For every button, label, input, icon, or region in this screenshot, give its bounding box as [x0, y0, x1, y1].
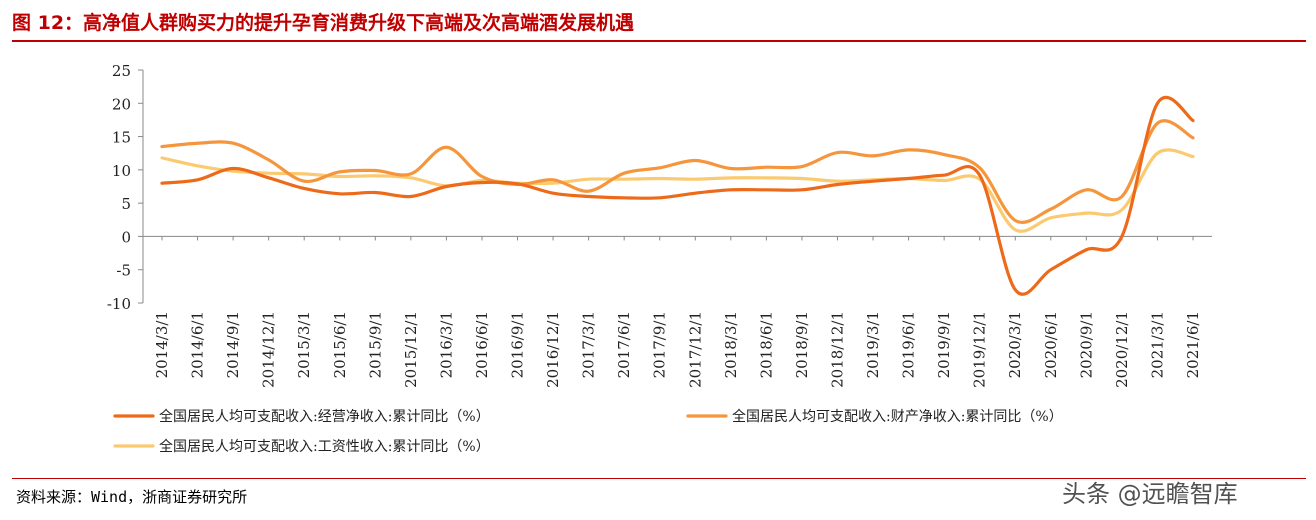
- x-tick-label: 2020/12/1: [1113, 311, 1131, 388]
- x-tick-label: 2016/9/1: [509, 311, 527, 378]
- series-line-3: [160, 148, 1195, 233]
- y-tick-label: 0: [121, 228, 131, 246]
- x-tick-label: 2015/6/1: [331, 311, 349, 378]
- y-tick-label: 10: [112, 162, 131, 180]
- title-divider: [12, 40, 1306, 42]
- y-tick-label: -10: [107, 295, 131, 313]
- x-tick-label: 2016/6/1: [473, 311, 491, 378]
- x-tick-label: 2018/6/1: [757, 311, 775, 378]
- footer-divider: [12, 478, 1306, 479]
- x-tick-label: 2020/6/1: [1042, 311, 1060, 378]
- x-tick-label: 2016/3/1: [437, 311, 455, 378]
- x-tick-label: 2014/9/1: [224, 311, 242, 378]
- source-note: 资料来源：Wind，浙商证券研究所: [16, 488, 248, 506]
- x-tick-label: 2017/9/1: [651, 311, 669, 378]
- y-tick-label: 15: [112, 129, 131, 147]
- y-tick-label: 20: [112, 95, 131, 113]
- x-tick-label: 2015/3/1: [295, 311, 313, 378]
- x-tick-label: 2020/3/1: [1006, 311, 1024, 378]
- x-tick-label: 2015/9/1: [366, 311, 384, 378]
- y-tick-label: 5: [121, 195, 131, 213]
- line-chart: -10 -5 0 5 10 15 20 25 2014/3/1 2014/6/1 2014/9/1 2…: [107, 62, 1212, 455]
- y-tick-label: 25: [112, 62, 131, 80]
- y-tick-label: -5: [116, 262, 131, 280]
- x-tick-label: 2017/3/1: [580, 311, 598, 378]
- x-tick-label: 2017/12/1: [686, 311, 704, 388]
- x-tick-label: 2015/12/1: [402, 311, 420, 388]
- series-line-2: [160, 119, 1195, 224]
- x-tick-label: 2014/3/1: [153, 311, 171, 378]
- x-tick-label: 2017/6/1: [615, 311, 633, 378]
- x-tick-label: 2020/9/1: [1077, 311, 1095, 378]
- series-line-1: [160, 95, 1195, 296]
- x-tick-label: 2018/12/1: [828, 311, 846, 388]
- legend-label-1: 全国居民人均可支配收入:经营净收入:累计同比（%）: [159, 408, 490, 425]
- legend-label-2: 全国居民人均可支配收入:财产净收入:累计同比（%）: [732, 408, 1063, 425]
- chart-title: 图 12：高净值人群购买力的提升孕育消费升级下高端及次高端酒发展机遇: [12, 12, 635, 34]
- watermark-text: 头条 @远瞻智库: [1062, 480, 1238, 508]
- x-tick-label: 2014/12/1: [260, 311, 278, 388]
- x-tick-label: 2019/3/1: [864, 311, 882, 378]
- legend-label-3: 全国居民人均可支配收入:工资性收入:累计同比（%）: [159, 438, 490, 455]
- x-tick-label: 2014/6/1: [189, 311, 207, 378]
- x-tick-label: 2019/12/1: [971, 311, 989, 388]
- x-tick-label: 2016/12/1: [544, 311, 562, 388]
- x-tick-label: 2021/3/1: [1148, 311, 1166, 378]
- x-tick-label: 2018/3/1: [722, 311, 740, 378]
- x-tick-label: 2021/6/1: [1184, 311, 1202, 378]
- x-tick-label: 2019/6/1: [900, 311, 918, 378]
- x-tick-label: 2019/9/1: [935, 311, 953, 378]
- x-tick-label: 2018/9/1: [793, 311, 811, 378]
